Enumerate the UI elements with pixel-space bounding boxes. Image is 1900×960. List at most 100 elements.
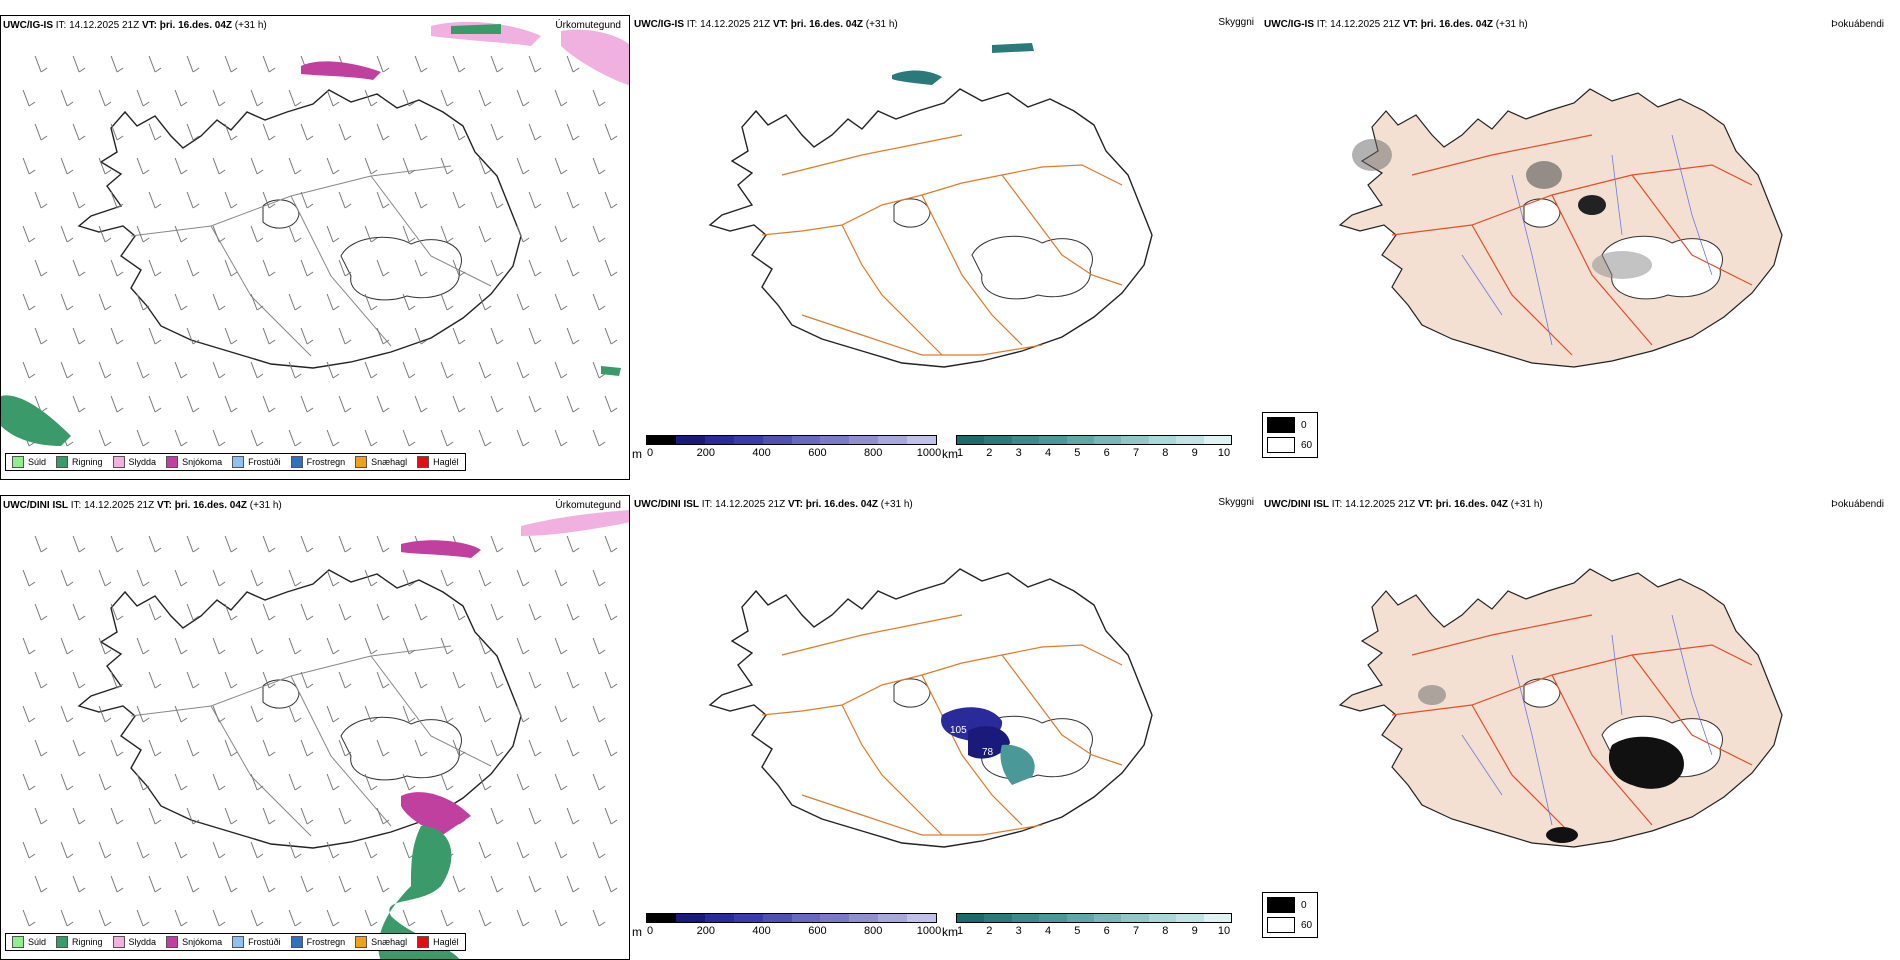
wind-barb	[186, 671, 194, 689]
wind-barb	[528, 535, 536, 553]
wind-barb	[554, 293, 562, 311]
visibility-panel: 105 78 UWC/DINI ISL IT: 14.12.2025 21Z VT:…	[632, 495, 1262, 960]
wind-barb	[592, 89, 600, 107]
wind-barb	[98, 841, 106, 859]
legend-item: Rigning	[56, 936, 103, 948]
colorbar-row: m 0 200 400 600 800 1000 km 1 2 3 4 5 6 7 8 9 10	[0, 433, 1900, 467]
vt-label: VT:	[772, 19, 788, 30]
wind-barb	[98, 637, 106, 655]
wind-barb	[300, 191, 308, 209]
wind-barb	[148, 739, 156, 757]
wind-barb	[212, 293, 220, 311]
colorbar-tick: 2	[986, 925, 993, 937]
wind-barb	[516, 637, 524, 655]
colorbar-tick: 1	[956, 447, 964, 459]
wind-barb	[250, 429, 258, 447]
wind-barb	[364, 361, 372, 379]
fog-index	[1418, 685, 1684, 843]
colorbar-unit: m	[632, 925, 642, 939]
wind-barb	[414, 739, 422, 757]
wind-barb	[478, 293, 486, 311]
wind-barb	[212, 361, 220, 379]
wind-barb	[364, 89, 372, 107]
wind-barb	[554, 361, 562, 379]
colorbar-tick: 9	[1191, 925, 1198, 937]
wind-barb	[110, 55, 118, 73]
wind-barb	[60, 909, 68, 927]
colorbar-tick: 1000	[916, 447, 942, 459]
lead-time: (+31 h)	[865, 19, 898, 30]
low-vis-area	[892, 70, 942, 85]
wind-barb	[72, 123, 80, 141]
rain-area	[378, 826, 460, 959]
wind-barb	[136, 361, 144, 379]
wind-barb	[186, 739, 194, 757]
wind-barb	[604, 535, 612, 553]
legend-label: Haglél	[433, 937, 459, 947]
model-name: UWC/IG-IS	[3, 20, 53, 31]
colorbar-tick: 400	[752, 447, 771, 459]
legend-label: Frostregn	[306, 937, 346, 947]
wind-barb	[60, 705, 68, 723]
wind-barb	[300, 535, 308, 553]
wind-barb	[402, 89, 410, 107]
wind-barb	[528, 123, 536, 141]
legend-item: Snæhagl	[355, 936, 407, 948]
colorbar-unit: km	[942, 925, 958, 939]
wind-barb	[300, 603, 308, 621]
visibility-colorbar-km: km 1 2 3 4 5 6 7 8 9 10	[942, 913, 1232, 941]
legend-swatch	[355, 456, 368, 468]
valid-time: þri. 16.des. 04Z	[805, 499, 879, 510]
wind-barb	[516, 225, 524, 243]
wind-barb	[490, 259, 498, 277]
wind-barb	[478, 705, 486, 723]
legend-swatch	[56, 456, 69, 468]
panel-header: UWC/DINI ISL IT: 14.12.2025 21Z VT: þri.…	[634, 499, 913, 510]
wind-barb	[338, 671, 346, 689]
model-name: UWC/DINI ISL	[3, 500, 68, 511]
wind-barb	[566, 395, 574, 413]
wind-barb	[604, 191, 612, 209]
wind-barb	[326, 293, 334, 311]
fog-legend: 0 60	[1262, 892, 1318, 938]
valid-time: þri. 16.des. 04Z	[1435, 499, 1509, 510]
wind-barb	[98, 293, 106, 311]
wind-barb	[136, 429, 144, 447]
wind-barb	[452, 55, 460, 73]
wind-barb	[554, 637, 562, 655]
wind-barb	[22, 569, 30, 587]
wind-barb	[592, 773, 600, 791]
wind-barb	[376, 55, 384, 73]
legend-item: Snæhagl	[355, 456, 407, 468]
init-time: 14.12.2025 21Z	[1330, 19, 1401, 30]
legend-label: Frostúði	[248, 937, 281, 947]
wind-barb	[72, 395, 80, 413]
fog-index-panel: UWC/DINI ISL IT: 14.12.2025 21Z VT: þri.…	[1262, 495, 1892, 960]
colorbar-row: m 0 200 400 600 800 1000 km 1 2 3 4 5 6 7 8 9 10	[0, 911, 1900, 945]
wind-barb	[364, 841, 372, 859]
wind-barb	[300, 259, 308, 277]
wind-barb	[414, 671, 422, 689]
colorbar-tick: 400	[752, 925, 771, 937]
wind-barb	[34, 739, 42, 757]
wind-barb	[288, 841, 296, 859]
colorbar-tick: 8	[1162, 447, 1169, 459]
wind-barb	[250, 89, 258, 107]
wind-barb	[22, 89, 30, 107]
wind-barb	[34, 807, 42, 825]
wind-barb	[110, 395, 118, 413]
wind-barb	[34, 875, 42, 893]
wind-barb	[364, 157, 372, 175]
wind-barb	[288, 429, 296, 447]
wind-barb	[516, 909, 524, 927]
wind-barb	[554, 773, 562, 791]
wind-barb	[554, 569, 562, 587]
colorbar-tick: 200	[696, 447, 715, 459]
wind-barb	[186, 875, 194, 893]
rain-area	[451, 24, 501, 34]
colorbar-tick: 6	[1103, 925, 1110, 937]
wind-barb	[376, 535, 384, 553]
wind-barb	[22, 637, 30, 655]
legend-item: Súld	[12, 936, 46, 948]
wind-barb	[186, 259, 194, 277]
